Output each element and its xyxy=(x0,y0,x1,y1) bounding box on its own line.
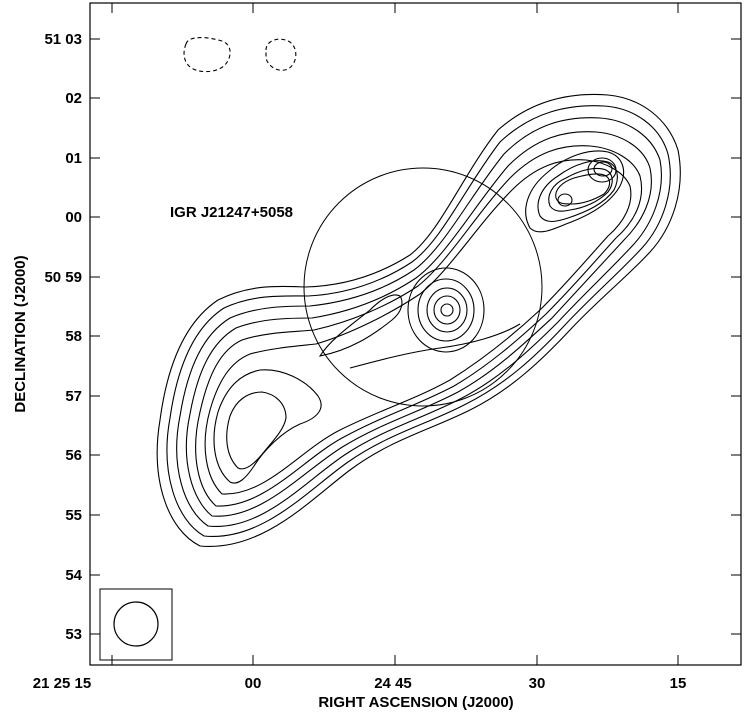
y-tick-label: 00 xyxy=(65,209,82,226)
x-tick-label: 15 xyxy=(670,675,687,692)
y-ticks xyxy=(90,38,741,635)
negative-contour xyxy=(183,37,231,73)
y-tick-label: 56 xyxy=(65,447,82,464)
error-circle xyxy=(303,167,543,407)
x-tick-label: 21 25 15 xyxy=(33,675,91,692)
x-tick-label: 24 45 xyxy=(374,675,412,692)
contour-level xyxy=(195,145,643,507)
y-tick-label: 57 xyxy=(65,388,82,405)
x-axis-label: RIGHT ASCENSION (J2000) xyxy=(318,694,513,711)
y-tick-label: 02 xyxy=(65,90,82,107)
contour-level xyxy=(226,391,287,470)
contour-level xyxy=(433,295,461,325)
beam-box xyxy=(99,588,173,661)
y-tick-label: 54 xyxy=(65,567,82,584)
contour-level xyxy=(156,93,681,547)
y-tick-label: 55 xyxy=(65,507,82,524)
y-axis-label: DECLINATION (J2000) xyxy=(12,255,29,412)
y-tick-label: 50 59 xyxy=(44,269,82,286)
contour-level xyxy=(548,167,613,212)
contour-level xyxy=(440,303,454,317)
plot-frame xyxy=(89,2,742,666)
x-ticks xyxy=(111,3,679,665)
contour-level xyxy=(185,131,652,517)
x-tick-labels: 21 25 15 00 24 45 30 15 xyxy=(33,675,687,692)
contour-level xyxy=(407,267,485,353)
contour-level xyxy=(426,287,468,333)
contour-level xyxy=(555,173,611,205)
contour-level xyxy=(557,193,573,207)
y-tick-label: 53 xyxy=(65,626,82,643)
contour-level xyxy=(587,157,617,183)
source-label: IGR J21247+5058 xyxy=(170,204,293,221)
beam-ellipse xyxy=(113,601,159,647)
positive-contours xyxy=(156,93,681,547)
x-tick-label: 30 xyxy=(529,675,546,692)
contour-level xyxy=(349,323,521,369)
contour-level xyxy=(176,117,662,527)
y-tick-labels: 51 03 02 01 00 50 59 58 57 56 55 54 53 xyxy=(44,31,82,643)
contour-level xyxy=(166,105,671,537)
y-tick-label: 01 xyxy=(65,150,82,167)
contour-level xyxy=(537,160,618,223)
x-tick-label: 00 xyxy=(245,675,262,692)
contour-level xyxy=(525,150,625,233)
contour-level xyxy=(593,161,613,177)
contour-level xyxy=(213,369,322,484)
y-tick-label: 58 xyxy=(65,328,82,345)
y-tick-label: 51 03 xyxy=(44,31,82,48)
negative-contour xyxy=(265,38,297,71)
contour-level xyxy=(318,294,403,357)
contour-level xyxy=(417,278,475,342)
contour-level xyxy=(204,159,632,495)
negative-contours xyxy=(183,37,297,73)
